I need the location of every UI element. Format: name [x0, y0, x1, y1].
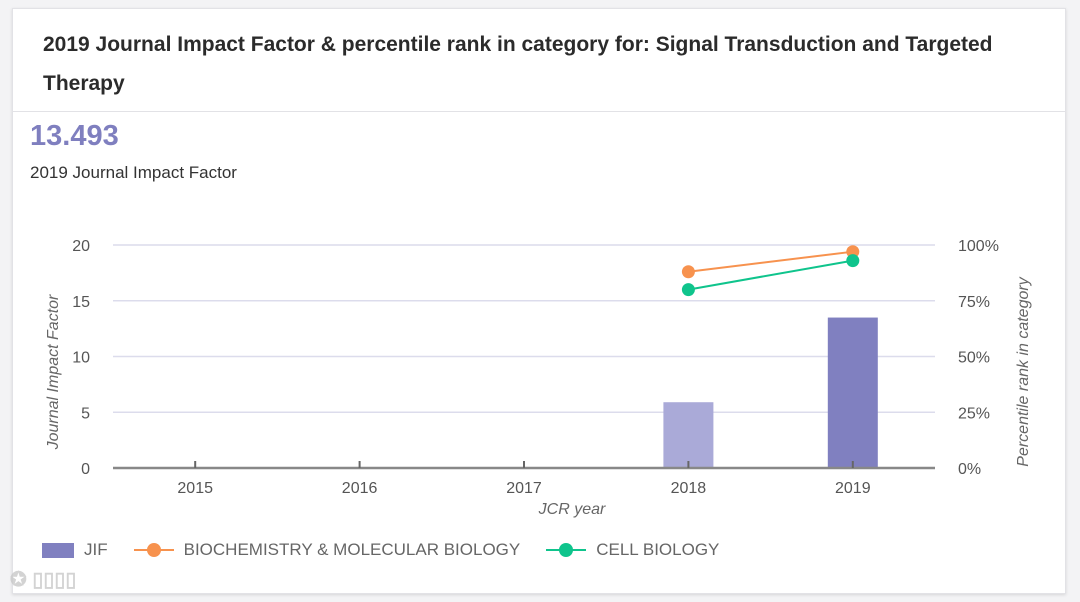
card-header: 2019 Journal Impact Factor & percentile … — [13, 9, 1065, 112]
y2-tick-label: 75% — [958, 294, 990, 311]
jif-label: 2019 Journal Impact Factor — [30, 163, 237, 182]
legend-cell-marker — [546, 543, 587, 557]
series-point-2 — [681, 283, 695, 297]
legend-biochem-marker — [133, 543, 174, 557]
series-line-2 — [688, 259, 853, 291]
y-tick-label: 20 — [72, 238, 90, 255]
x-tick-label: 2019 — [835, 480, 871, 497]
y2-tick-label: 50% — [958, 350, 990, 367]
y-tick-label: 10 — [72, 350, 90, 367]
chart-title: 2019 Journal Impact Factor & percentile … — [43, 33, 993, 95]
y2-axis-title: Percentile rank in category — [1015, 276, 1032, 466]
jif-bar-2018 — [663, 402, 714, 468]
series-point-2 — [846, 254, 860, 268]
x-tick-label: 2016 — [342, 480, 378, 497]
x-tick-label: 2018 — [671, 480, 707, 497]
legend: JIF BIOCHEMISTRY & MOLECULAR BIOLOGY CEL… — [42, 540, 745, 560]
y-axis-title: Journal Impact Factor — [45, 294, 62, 450]
legend-jif-swatch — [42, 542, 74, 558]
x-axis-title: JCR year — [538, 501, 606, 518]
x-tick-label: 2015 — [177, 480, 213, 497]
y-tick-label: 5 — [81, 405, 90, 422]
series-point-1 — [846, 245, 860, 259]
watermark-logo: ✪ ▯▯▯▯ — [10, 569, 77, 591]
y2-tick-label: 25% — [958, 405, 990, 422]
y-tick-label: 15 — [72, 294, 90, 311]
jif-bar-2019 — [827, 317, 878, 468]
y-tick-label: 0 — [81, 461, 90, 478]
y2-tick-label: 100% — [958, 238, 999, 255]
jif-value: 13.493 — [30, 120, 119, 152]
legend-jif[interactable]: JIF — [84, 540, 108, 559]
legend-biochem[interactable]: BIOCHEMISTRY & MOLECULAR BIOLOGY — [183, 540, 521, 559]
y2-tick-label: 0% — [958, 461, 981, 478]
series-point-1 — [681, 265, 695, 279]
legend-cell[interactable]: CELL BIOLOGY — [596, 540, 720, 559]
x-tick-label: 2017 — [506, 480, 542, 497]
series-line-1 — [688, 250, 853, 273]
